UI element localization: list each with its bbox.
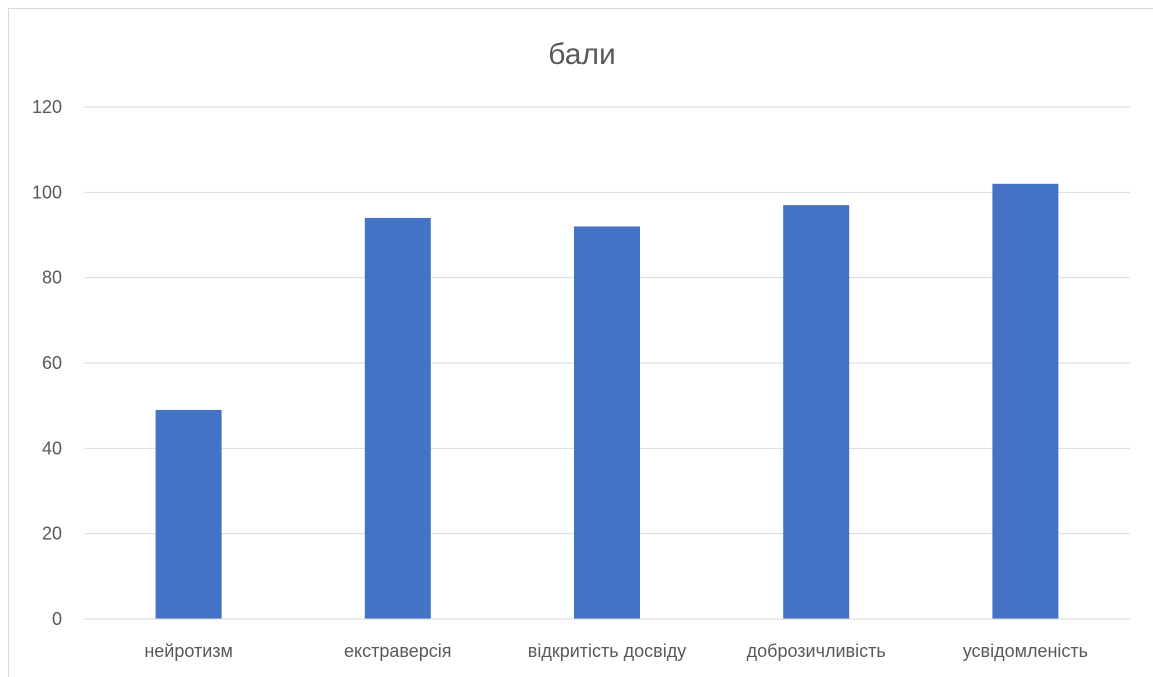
bar-0 bbox=[155, 409, 222, 619]
x-axis-categories: нейротизм екстраверсія відкритість досвіду… bbox=[144, 641, 1088, 661]
y-tick-label: 40 bbox=[42, 438, 62, 458]
x-category-label: нейротизм bbox=[144, 641, 233, 661]
bar-4 bbox=[992, 183, 1059, 620]
x-category-label: доброзичливість bbox=[747, 641, 886, 661]
chart-title: бали bbox=[548, 38, 615, 71]
bar-3 bbox=[783, 205, 850, 619]
y-tick-label: 100 bbox=[32, 182, 62, 202]
bar-1 bbox=[364, 217, 431, 619]
x-category-label: відкритість досвіду bbox=[528, 641, 686, 661]
y-tick-label: 20 bbox=[42, 524, 62, 544]
y-axis-ticks: 0 20 40 60 80 100 120 bbox=[32, 97, 62, 629]
bars bbox=[84, 183, 1130, 620]
y-tick-label: 60 bbox=[42, 353, 62, 373]
y-tick-label: 0 bbox=[52, 609, 62, 629]
x-category-label: екстраверсія bbox=[344, 641, 451, 661]
bar-2 bbox=[574, 226, 640, 619]
y-tick-label: 80 bbox=[42, 268, 62, 288]
y-tick-label: 120 bbox=[32, 97, 62, 117]
x-category-label: усвідомленість bbox=[963, 641, 1088, 661]
